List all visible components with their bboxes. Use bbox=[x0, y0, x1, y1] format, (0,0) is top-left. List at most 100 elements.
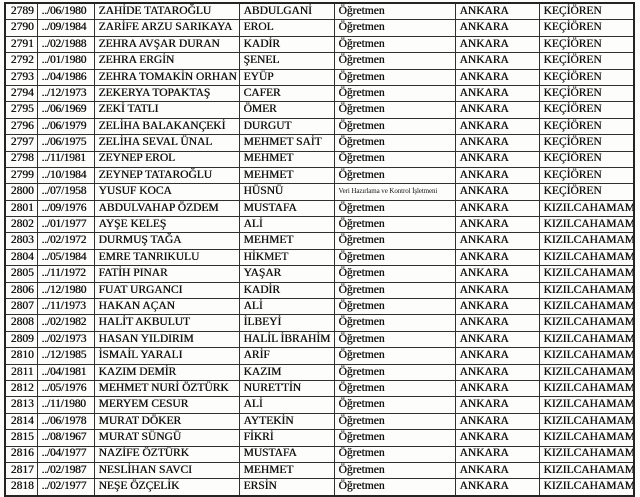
full-name-cell: AYŞE KELEŞ bbox=[93, 216, 240, 234]
row-number-cell: 2817 bbox=[4, 461, 38, 480]
province-cell: ANKARA bbox=[454, 265, 540, 283]
row-number-cell: 2790 bbox=[4, 19, 38, 37]
title-cell: Öğretmen bbox=[333, 412, 456, 431]
table-row: 2794 ../12/1973 ZEKERYA TOPAKTAŞ CAFER Öğret… bbox=[4, 84, 635, 103]
province-cell: ANKARA bbox=[454, 281, 540, 300]
province-cell: ANKARA bbox=[454, 35, 540, 54]
province-cell: ANKARA bbox=[454, 166, 540, 185]
father-name-cell: MEHMET bbox=[238, 461, 335, 480]
full-name-cell: ZELİHA BALAKANÇEKİ bbox=[93, 117, 240, 136]
row-number-cell: 2812 bbox=[4, 379, 38, 398]
row-number-cell: 2816 bbox=[4, 445, 38, 463]
father-name-cell: HİKMET bbox=[238, 248, 335, 267]
row-number-cell: 2789 bbox=[4, 2, 38, 21]
title-cell: Öğretmen bbox=[333, 166, 456, 185]
table-row: 2810 ../12/1985 İSMAİL YARALI ARİF Öğretmen A… bbox=[4, 347, 635, 365]
table-row: 2804 ../05/1984 EMRE TANRIKULU HİKMET Öğretm… bbox=[4, 248, 635, 267]
birth-date-cell: ../12/1973 bbox=[36, 84, 95, 103]
title-cell: Öğretmen bbox=[333, 52, 456, 70]
father-name-cell: MEHMET SAİT bbox=[238, 134, 335, 152]
full-name-cell: ZARİFE ARZU SARIKAYA bbox=[93, 19, 240, 37]
table-row: 2792 ../01/1980 ZEHRA ERGİN ŞENEL Öğretmen AN… bbox=[4, 52, 635, 70]
full-name-cell: ZELİHA SEVAL ÜNAL bbox=[93, 134, 240, 152]
district-cell: KEÇİÖREN bbox=[538, 84, 635, 103]
full-name-cell: İSMAİL YARALI bbox=[93, 347, 240, 365]
row-number-cell: 2801 bbox=[4, 199, 38, 218]
province-cell: ANKARA bbox=[454, 232, 540, 250]
full-name-cell: ZAHİDE TATAROĞLU bbox=[93, 2, 240, 21]
row-number-cell: 2807 bbox=[4, 298, 38, 316]
row-number-cell: 2793 bbox=[4, 68, 38, 86]
father-name-cell: MUSTAFA bbox=[238, 445, 335, 463]
birth-date-cell: ../11/1980 bbox=[36, 396, 95, 414]
district-cell: KEÇİÖREN bbox=[538, 183, 635, 201]
province-cell: ANKARA bbox=[454, 363, 540, 381]
table-row: 2795 ../06/1969 ZEKİ TATLI ÖMER Öğretmen ANKA… bbox=[4, 101, 635, 119]
province-cell: ANKARA bbox=[454, 183, 540, 201]
title-cell: Öğretmen bbox=[333, 363, 456, 381]
title-cell: Öğretmen bbox=[333, 68, 456, 86]
district-cell: KIZILCAHAMAM bbox=[538, 461, 635, 480]
full-name-cell: EMRE TANRIKULU bbox=[93, 248, 240, 267]
row-number-cell: 2797 bbox=[4, 134, 38, 152]
full-name-cell: FATİH PINAR bbox=[93, 265, 240, 283]
birth-date-cell: ../12/1980 bbox=[36, 281, 95, 300]
table-row: 2800 ../07/1958 YUSUF KOCA HÜSNÜ Veri Hazırl… bbox=[4, 183, 635, 201]
birth-date-cell: ../11/1973 bbox=[36, 298, 95, 316]
province-cell: ANKARA bbox=[454, 298, 540, 316]
title-cell: Öğretmen bbox=[333, 265, 456, 283]
title-cell: Öğretmen bbox=[333, 396, 456, 414]
row-number-cell: 2814 bbox=[4, 412, 38, 431]
province-cell: ANKARA bbox=[454, 2, 540, 21]
title-cell: Öğretmen bbox=[333, 248, 456, 267]
district-cell: KIZILCAHAMAM bbox=[538, 412, 635, 431]
father-name-cell: ARİF bbox=[238, 347, 335, 365]
title-cell: Öğretmen bbox=[333, 150, 456, 168]
district-cell: KIZILCAHAMAM bbox=[538, 429, 635, 447]
full-name-cell: ABDULVAHAP ÖZDEM bbox=[93, 199, 240, 218]
father-name-cell: ŞENEL bbox=[238, 52, 335, 70]
full-name-cell: MURAT SÜNGÜ bbox=[93, 429, 240, 447]
province-cell: ANKARA bbox=[454, 199, 540, 218]
district-cell: KEÇİÖREN bbox=[538, 166, 635, 185]
table-row: 2813 ../11/1980 MERYEM CESUR ALİ Öğretmen ANK… bbox=[4, 396, 635, 414]
father-name-cell: HÜSNÜ bbox=[238, 183, 335, 201]
birth-date-cell: ../02/1972 bbox=[36, 232, 95, 250]
full-name-cell: HAKAN AÇAN bbox=[93, 298, 240, 316]
row-number-cell: 2805 bbox=[4, 265, 38, 283]
table-row: 2803 ../02/1972 DURMUŞ TAĞA MEHMET Öğretmen A… bbox=[4, 232, 635, 250]
table-row: 2806 ../12/1980 FUAT URGANCI KADİR Öğretmen A… bbox=[4, 281, 635, 300]
table-row: 2807 ../11/1973 HAKAN AÇAN ALİ Öğretmen ANKAR… bbox=[4, 298, 635, 316]
row-number-cell: 2792 bbox=[4, 52, 38, 70]
row-number-cell: 2818 bbox=[4, 478, 38, 497]
birth-date-cell: ../02/1987 bbox=[36, 461, 95, 480]
title-cell: Öğretmen bbox=[333, 117, 456, 136]
province-cell: ANKARA bbox=[454, 117, 540, 136]
district-cell: KEÇİÖREN bbox=[538, 2, 635, 21]
birth-date-cell: ../11/1981 bbox=[36, 150, 95, 168]
table-row: 2808 ../02/1982 HALİT AKBULUT İLBEYİ Öğretme… bbox=[4, 314, 635, 332]
district-cell: KIZILCAHAMAM bbox=[538, 314, 635, 332]
title-cell: Öğretmen bbox=[333, 134, 456, 152]
row-number-cell: 2798 bbox=[4, 150, 38, 168]
father-name-cell: FİKRİ bbox=[238, 429, 335, 447]
district-cell: KEÇİÖREN bbox=[538, 19, 635, 37]
full-name-cell: HASAN YILDIRIM bbox=[93, 330, 240, 349]
father-name-cell: AYTEKİN bbox=[238, 412, 335, 431]
row-number-cell: 2811 bbox=[4, 363, 38, 381]
table-row: 2798 ../11/1981 ZEYNEP EROL MEHMET Öğretmen A… bbox=[4, 150, 635, 168]
birth-date-cell: ../02/1988 bbox=[36, 35, 95, 54]
district-cell: KIZILCAHAMAM bbox=[538, 330, 635, 349]
birth-date-cell: ../06/1979 bbox=[36, 117, 95, 136]
full-name-cell: ZEKERYA TOPAKTAŞ bbox=[93, 84, 240, 103]
row-number-cell: 2791 bbox=[4, 35, 38, 54]
father-name-cell: ABDULGANİ bbox=[238, 2, 335, 21]
personnel-roster-table: 2789 ../06/1980 ZAHİDE TATAROĞLU ABDULGANİ Ö… bbox=[4, 2, 635, 497]
table-row: 2802 ../01/1977 AYŞE KELEŞ ALİ Öğretmen ANKAR… bbox=[4, 216, 635, 234]
province-cell: ANKARA bbox=[454, 478, 540, 497]
row-number-cell: 2795 bbox=[4, 101, 38, 119]
birth-date-cell: ../01/1980 bbox=[36, 52, 95, 70]
father-name-cell: ERSİN bbox=[238, 478, 335, 497]
province-cell: ANKARA bbox=[454, 134, 540, 152]
district-cell: KEÇİÖREN bbox=[538, 35, 635, 54]
